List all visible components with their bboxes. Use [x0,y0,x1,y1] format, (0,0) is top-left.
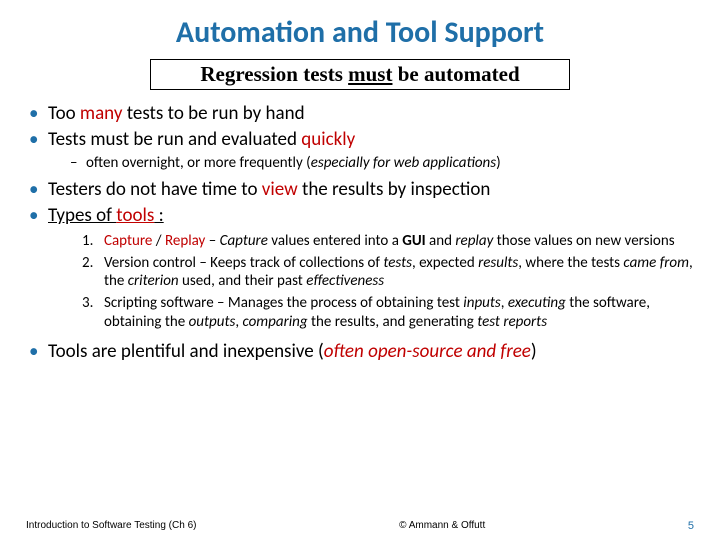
page-number: 5 [688,520,694,532]
text: Testers do not have time to [48,178,262,201]
text: / [152,232,165,250]
italic-text: especially for web applications [311,154,496,172]
list-item: 1. Capture / Replay – Capture values ente… [82,232,694,251]
sub-list: often overnight, or more frequently (esp… [48,154,694,173]
text: values entered into a [268,232,402,250]
italic-text: executing [508,294,566,312]
list-item: often overnight, or more frequently (esp… [70,154,694,173]
italic-text: Capture [220,232,268,250]
text: Tools are plentiful and inexpensive ( [48,340,324,363]
emph-text: many [80,102,123,125]
text: ) [531,340,537,363]
text: tests to be run by hand [122,102,304,125]
callout-box: Regression tests must be automated [150,59,570,90]
underline-emph-text: tools [116,204,154,227]
italic-text: came from [623,254,689,272]
footer-left: Introduction to Software Testing (Ch 6) [26,520,196,532]
text: used, and their past [179,272,307,290]
num-marker: 3. [82,294,93,313]
text: Scripting software – Manages the process… [104,294,463,312]
list-item: Testers do not have time to view the res… [26,178,694,202]
italic-text: tests [383,254,412,272]
list-item: Tools are plentiful and inexpensive (oft… [26,340,694,364]
emph-text: Capture [104,232,152,250]
numbered-list: 1. Capture / Replay – Capture values ente… [48,232,694,332]
text: and [426,232,456,250]
bullet-list: Too many tests to be run by hand Tests m… [0,102,720,363]
italic-text: effectiveness [306,272,384,290]
footer: Introduction to Software Testing (Ch 6) … [0,520,720,532]
text: the results, and generating [308,313,478,331]
slide-title: Automation and Tool Support [0,0,720,59]
callout-must: must [348,62,392,86]
emph-text: Replay [165,232,205,250]
list-item: Too many tests to be run by hand [26,102,694,126]
text: those values on new versions [493,232,674,250]
emph-text: quickly [301,128,355,151]
text: – [205,232,219,250]
list-item: Tests must be run and evaluated quickly … [26,128,694,173]
text: , expected [412,254,478,272]
list-item: 3. Scripting software – Manages the proce… [82,294,694,332]
callout-post: be automated [392,62,519,86]
italic-text: outputs [189,313,236,331]
text: Tests must be run and evaluated [48,128,301,151]
num-marker: 1. [82,232,93,251]
num-marker: 2. [82,254,93,273]
callout-pre: Regression tests [200,62,348,86]
italic-text: inputs [463,294,500,312]
bold-text: GUI [402,232,425,250]
text: ) [496,154,501,172]
italic-text: results [478,254,518,272]
text: the results by inspection [298,178,491,201]
text: often overnight, or more frequently ( [86,154,311,172]
italic-text: comparing [242,313,307,331]
text: , where the tests [518,254,623,272]
text: Version control – Keeps track of collect… [104,254,383,272]
list-item: 2. Version control – Keeps track of colle… [82,254,694,292]
underline-text: Types of [48,204,116,227]
text: Too [48,102,80,125]
list-item: Types of tools : 1. Capture / Replay – Ca… [26,204,694,332]
emph-text: view [262,178,298,201]
footer-center: © Ammann & Offutt [399,520,485,532]
italic-text: replay [455,232,493,250]
text: , [501,294,508,312]
underline-text: : [154,204,163,227]
italic-text: test reports [477,313,547,331]
italic-emph-text: often open-source and free [324,340,531,363]
italic-text: criterion [128,272,179,290]
